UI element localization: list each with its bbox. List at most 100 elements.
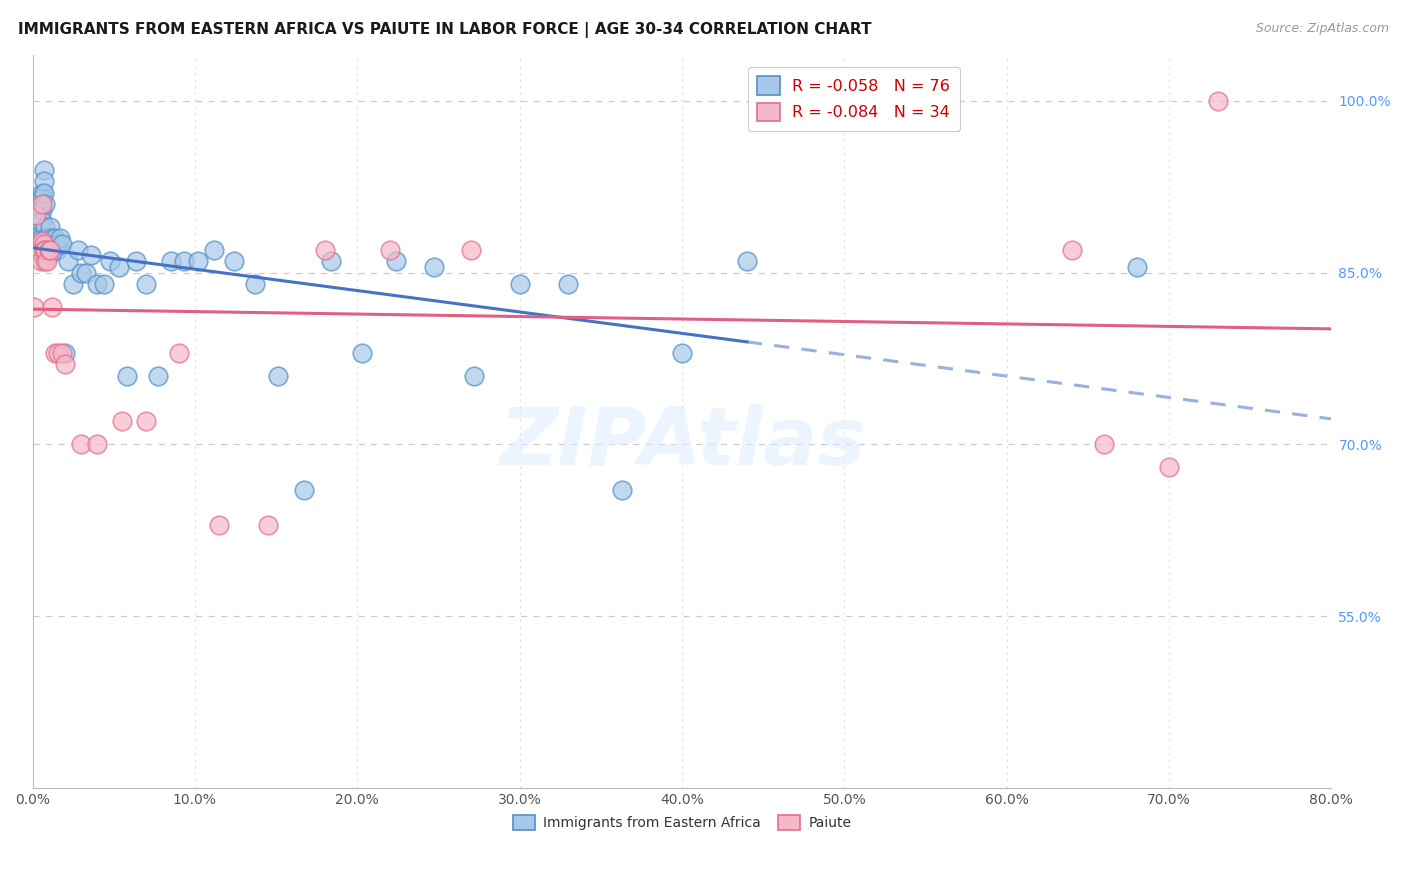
Point bbox=[735, 254, 758, 268]
Point bbox=[243, 277, 266, 292]
Point bbox=[58, 254, 80, 268]
Point bbox=[24, 237, 46, 252]
Text: IMMIGRANTS FROM EASTERN AFRICA VS PAIUTE IN LABOR FORCE | AGE 30-34 CORRELATION : IMMIGRANTS FROM EASTERN AFRICA VS PAIUTE… bbox=[18, 22, 872, 38]
Point bbox=[32, 174, 55, 188]
Point bbox=[75, 266, 97, 280]
Point bbox=[31, 197, 53, 211]
Point bbox=[31, 234, 53, 248]
Point bbox=[22, 231, 45, 245]
Point bbox=[159, 254, 181, 268]
Point bbox=[34, 231, 56, 245]
Point bbox=[167, 346, 190, 360]
Point bbox=[38, 248, 60, 262]
Point bbox=[107, 260, 129, 274]
Point bbox=[125, 254, 148, 268]
Point bbox=[115, 368, 138, 383]
Point bbox=[39, 243, 62, 257]
Point bbox=[1157, 460, 1180, 475]
Point bbox=[24, 231, 46, 245]
Point bbox=[100, 254, 122, 268]
Point bbox=[1206, 94, 1229, 108]
Point bbox=[30, 235, 52, 250]
Point bbox=[86, 277, 108, 292]
Point bbox=[187, 254, 209, 268]
Point bbox=[27, 237, 49, 252]
Text: Source: ZipAtlas.com: Source: ZipAtlas.com bbox=[1256, 22, 1389, 36]
Point bbox=[463, 368, 485, 383]
Point bbox=[557, 277, 579, 292]
Point bbox=[1092, 437, 1115, 451]
Point bbox=[51, 346, 73, 360]
Point bbox=[44, 346, 66, 360]
Point bbox=[70, 266, 93, 280]
Point bbox=[22, 300, 45, 314]
Point bbox=[37, 243, 59, 257]
Point bbox=[314, 243, 336, 257]
Point bbox=[53, 357, 76, 371]
Point bbox=[41, 300, 63, 314]
Point bbox=[208, 517, 231, 532]
Point bbox=[37, 254, 59, 268]
Point bbox=[27, 231, 49, 245]
Point bbox=[28, 243, 51, 257]
Point bbox=[509, 277, 531, 292]
Point bbox=[28, 234, 51, 248]
Point bbox=[53, 346, 76, 360]
Point bbox=[31, 214, 53, 228]
Point bbox=[1125, 260, 1147, 274]
Point bbox=[48, 346, 70, 360]
Point bbox=[62, 277, 84, 292]
Point bbox=[51, 237, 73, 252]
Point bbox=[30, 231, 52, 245]
Point bbox=[266, 368, 288, 383]
Point bbox=[34, 243, 56, 257]
Point bbox=[49, 231, 72, 245]
Point bbox=[48, 237, 70, 252]
Point bbox=[31, 186, 53, 200]
Point bbox=[30, 235, 52, 249]
Point bbox=[24, 234, 46, 248]
Point bbox=[222, 254, 245, 268]
Point bbox=[24, 240, 46, 254]
Point bbox=[135, 415, 157, 429]
Point bbox=[39, 219, 62, 234]
Point bbox=[28, 237, 51, 252]
Point bbox=[34, 219, 56, 234]
Point bbox=[31, 202, 53, 217]
Point bbox=[38, 243, 60, 257]
Point bbox=[24, 208, 46, 222]
Point bbox=[111, 415, 134, 429]
Point bbox=[41, 231, 63, 245]
Point bbox=[93, 277, 115, 292]
Point bbox=[385, 254, 408, 268]
Point bbox=[22, 243, 45, 257]
Point bbox=[27, 235, 49, 250]
Point bbox=[28, 229, 51, 244]
Point bbox=[37, 231, 59, 245]
Point bbox=[80, 248, 103, 262]
Point bbox=[30, 232, 52, 246]
Point bbox=[173, 254, 195, 268]
Point bbox=[30, 254, 52, 268]
Point bbox=[202, 243, 225, 257]
Point bbox=[66, 243, 89, 257]
Point bbox=[45, 243, 67, 257]
Point bbox=[292, 483, 315, 498]
Point bbox=[70, 437, 93, 451]
Point bbox=[352, 346, 374, 360]
Point bbox=[32, 186, 55, 200]
Point bbox=[27, 235, 49, 249]
Point bbox=[27, 232, 49, 246]
Point bbox=[460, 243, 482, 257]
Point bbox=[135, 277, 157, 292]
Point bbox=[378, 243, 401, 257]
Legend: Immigrants from Eastern Africa, Paiute: Immigrants from Eastern Africa, Paiute bbox=[508, 810, 856, 836]
Point bbox=[32, 162, 55, 177]
Text: ZIPAtlas: ZIPAtlas bbox=[499, 404, 865, 483]
Point bbox=[146, 368, 169, 383]
Point bbox=[28, 235, 51, 250]
Point bbox=[32, 237, 55, 252]
Point bbox=[44, 231, 66, 245]
Point bbox=[32, 243, 55, 257]
Point bbox=[22, 231, 45, 245]
